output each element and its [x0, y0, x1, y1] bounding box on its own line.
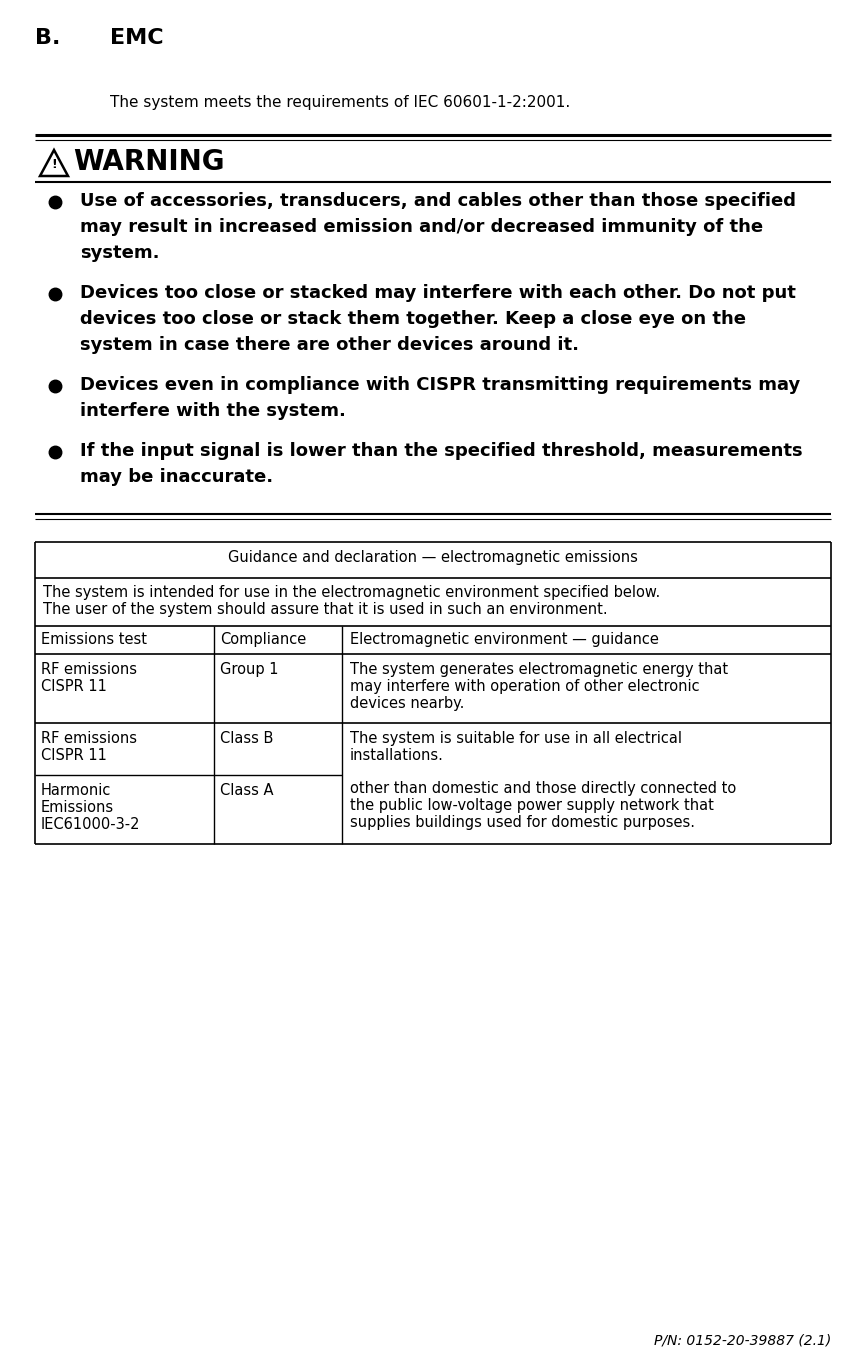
Text: IEC61000-3-2: IEC61000-3-2: [41, 817, 140, 832]
Text: If the input signal is lower than the specified threshold, measurements: If the input signal is lower than the sp…: [80, 442, 803, 460]
Text: may interfere with operation of other electronic: may interfere with operation of other el…: [350, 679, 700, 693]
Text: Devices too close or stacked may interfere with each other. Do not put: Devices too close or stacked may interfe…: [80, 285, 796, 302]
Text: CISPR 11: CISPR 11: [41, 747, 107, 764]
Text: system.: system.: [80, 244, 159, 262]
Text: Group 1: Group 1: [220, 662, 279, 677]
Text: P/N: 0152-20-39887 (2.1): P/N: 0152-20-39887 (2.1): [654, 1333, 831, 1348]
Text: interfere with the system.: interfere with the system.: [80, 402, 346, 420]
Text: Guidance and declaration — electromagnetic emissions: Guidance and declaration — electromagnet…: [228, 550, 638, 565]
Text: B.: B.: [35, 28, 61, 49]
Text: other than domestic and those directly connected to: other than domestic and those directly c…: [350, 781, 736, 796]
Text: Electromagnetic environment — guidance: Electromagnetic environment — guidance: [350, 631, 659, 648]
Text: The system is suitable for use in all electrical: The system is suitable for use in all el…: [350, 731, 682, 746]
Text: devices too close or stack them together. Keep a close eye on the: devices too close or stack them together…: [80, 310, 746, 328]
Text: installations.: installations.: [350, 747, 444, 764]
Text: system in case there are other devices around it.: system in case there are other devices a…: [80, 336, 579, 353]
Text: Class B: Class B: [220, 731, 274, 746]
Text: CISPR 11: CISPR 11: [41, 679, 107, 693]
Text: RF emissions: RF emissions: [41, 731, 137, 746]
Text: Devices even in compliance with CISPR transmitting requirements may: Devices even in compliance with CISPR tr…: [80, 376, 800, 394]
Text: The system meets the requirements of IEC 60601-1-2:2001.: The system meets the requirements of IEC…: [110, 94, 570, 111]
Text: Use of accessories, transducers, and cables other than those specified: Use of accessories, transducers, and cab…: [80, 192, 796, 210]
Text: The user of the system should assure that it is used in such an environment.: The user of the system should assure tha…: [43, 602, 608, 616]
Text: devices nearby.: devices nearby.: [350, 696, 464, 711]
Text: WARNING: WARNING: [73, 148, 224, 175]
Text: the public low-voltage power supply network that: the public low-voltage power supply netw…: [350, 799, 714, 813]
Text: The system generates electromagnetic energy that: The system generates electromagnetic ene…: [350, 662, 728, 677]
Text: supplies buildings used for domestic purposes.: supplies buildings used for domestic pur…: [350, 815, 695, 830]
Text: Harmonic: Harmonic: [41, 782, 112, 799]
Text: Class A: Class A: [220, 782, 274, 799]
Text: The system is intended for use in the electromagnetic environment specified belo: The system is intended for use in the el…: [43, 585, 660, 600]
Text: Emissions test: Emissions test: [41, 631, 147, 648]
Text: EMC: EMC: [110, 28, 164, 49]
Text: !: !: [51, 158, 57, 171]
Text: RF emissions: RF emissions: [41, 662, 137, 677]
Text: may result in increased emission and/or decreased immunity of the: may result in increased emission and/or …: [80, 219, 763, 236]
Text: Emissions: Emissions: [41, 800, 114, 815]
Text: may be inaccurate.: may be inaccurate.: [80, 468, 273, 486]
Text: Compliance: Compliance: [220, 631, 307, 648]
